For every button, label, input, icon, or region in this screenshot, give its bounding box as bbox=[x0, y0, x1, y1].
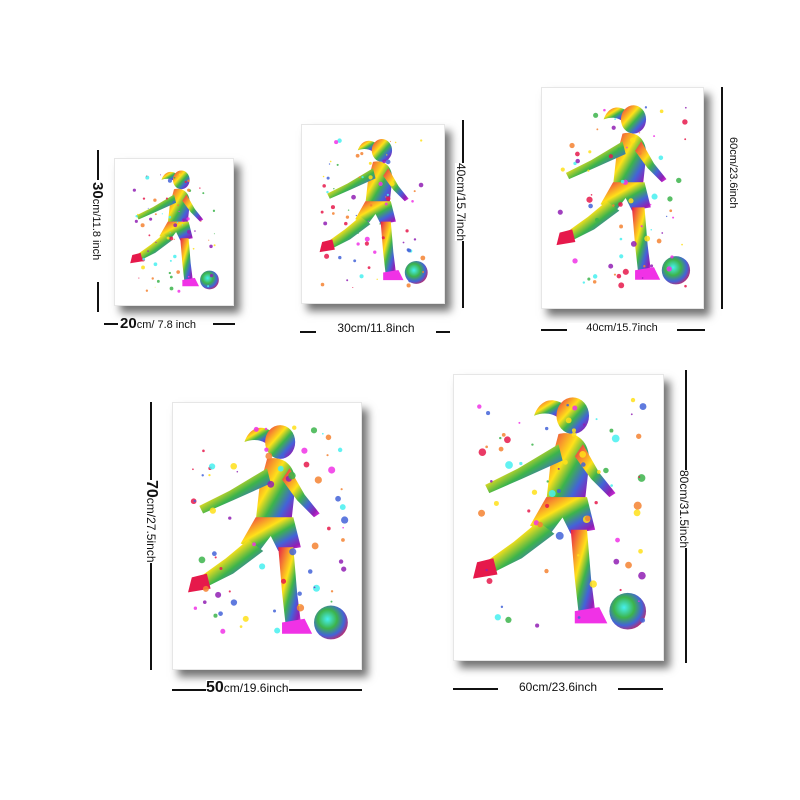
poster-50x70 bbox=[172, 402, 362, 670]
height-label: 60cm/23.6inch bbox=[727, 137, 739, 209]
paint-splatter bbox=[132, 173, 216, 293]
girl-figure bbox=[319, 138, 409, 281]
soccer-ball bbox=[404, 261, 428, 284]
paint-splatter bbox=[190, 425, 349, 634]
paint-splatter bbox=[557, 106, 688, 289]
height-measure-line bbox=[721, 87, 723, 309]
soccer-girl-artwork bbox=[130, 170, 219, 293]
soccer-girl-artwork bbox=[556, 105, 691, 289]
poster-30x40 bbox=[301, 124, 445, 304]
girl-figure bbox=[556, 105, 667, 280]
width-label: 60cm/23.6inch bbox=[498, 681, 618, 693]
soccer-girl-artwork bbox=[188, 425, 349, 640]
soccer-ball bbox=[200, 270, 219, 290]
poster-40x60 bbox=[541, 87, 704, 309]
height-label: 70cm/27.5inch bbox=[143, 480, 160, 563]
soccer-girl-artwork bbox=[319, 138, 428, 289]
girl-figure bbox=[130, 170, 204, 287]
width-label: 50cm/19.6inch bbox=[206, 679, 289, 696]
paint-splatter bbox=[320, 138, 426, 289]
width-measure-line bbox=[104, 323, 118, 325]
soccer-ball bbox=[314, 605, 348, 640]
height-label: 80cm/31.5inch bbox=[677, 470, 691, 549]
soccer-ball bbox=[661, 256, 691, 285]
poster-small-20x30 bbox=[114, 158, 234, 306]
width-measure-line bbox=[213, 323, 235, 325]
height-measure-line bbox=[97, 150, 99, 180]
soccer-girl-artwork bbox=[473, 397, 647, 630]
soccer-ball bbox=[609, 592, 647, 630]
width-label: 40cm/15.7inch bbox=[567, 323, 677, 334]
height-label: 40cm/15.7inch bbox=[454, 163, 468, 242]
girl-figure bbox=[473, 397, 616, 624]
height-measure-line bbox=[97, 282, 99, 312]
height-label: 30cm/11.8 inch bbox=[89, 182, 106, 261]
width-label: 30cm/11.8inch bbox=[316, 322, 436, 334]
girl-figure bbox=[188, 425, 320, 634]
paint-splatter bbox=[477, 397, 647, 628]
width-label: 20cm/ 7.8 inch bbox=[120, 315, 196, 332]
poster-60x80 bbox=[453, 374, 664, 661]
